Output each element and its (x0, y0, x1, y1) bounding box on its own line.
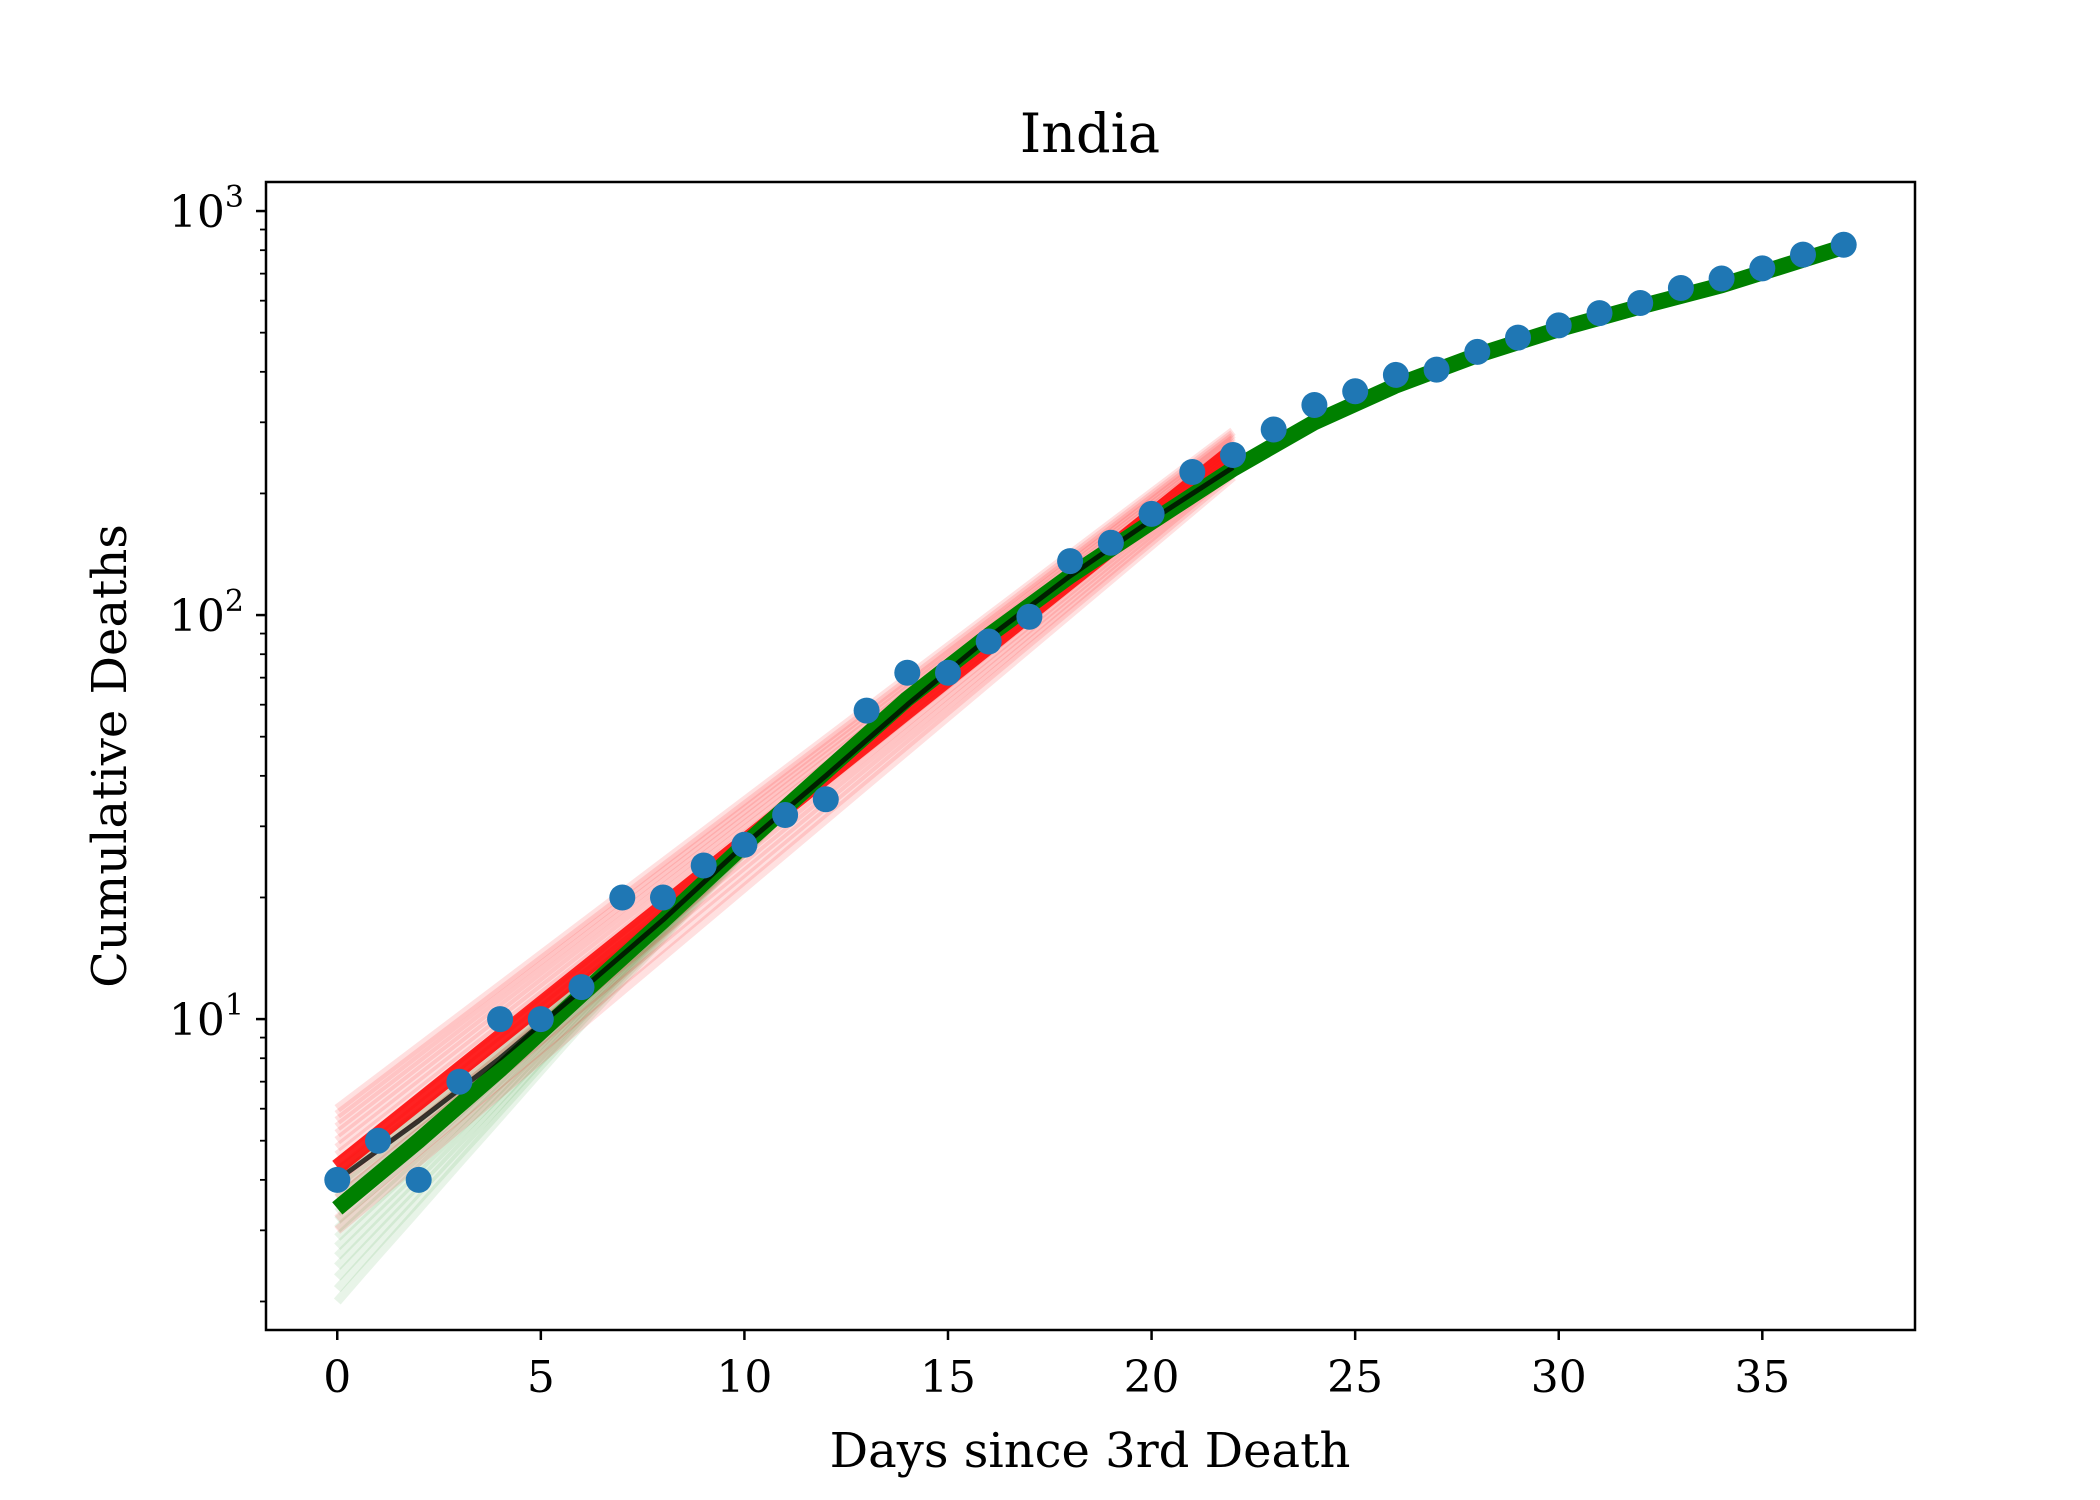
data-point (324, 1166, 351, 1193)
full-fit-sample-line (334, 242, 1846, 1270)
data-point (1708, 265, 1735, 292)
data-point (1260, 416, 1287, 443)
data-point (487, 1006, 514, 1033)
full-fit-sample-line (333, 242, 1846, 1305)
early-fit-sample-line (334, 427, 1236, 1113)
data-point (1586, 300, 1613, 327)
observed-points (324, 231, 1857, 1193)
x-tick-label: 30 (1531, 1352, 1587, 1403)
early-fit-sample-line (334, 430, 1236, 1119)
early-fit-sample-line (334, 435, 1236, 1131)
data-point (405, 1166, 432, 1193)
data-point (1627, 290, 1654, 316)
full-fit-sample-line (333, 242, 1846, 1293)
data-point (1749, 255, 1776, 282)
data-point (527, 1006, 554, 1033)
data-point (1667, 275, 1694, 301)
y-axis-label: Cumulative Deaths (82, 524, 138, 988)
y-axis-ticks: 101 102 103 (169, 180, 266, 1303)
x-axis-label: Days since 3rd Death (830, 1423, 1351, 1479)
y-tick-label: 103 (169, 180, 244, 238)
full-fit-sample-line (334, 242, 1846, 1260)
x-axis-ticks: 0 5 10 15 20 25 30 35 (323, 1330, 1790, 1403)
full-fit-sample-line (334, 242, 1846, 1233)
data-point (1790, 241, 1816, 268)
x-tick-label: 10 (716, 1352, 772, 1403)
fit-lines (332, 239, 1847, 1215)
y-tick-label: 101 (169, 988, 244, 1046)
data-point (812, 786, 839, 813)
data-point (1057, 548, 1084, 575)
data-point (894, 659, 921, 686)
early-fit-sample-line (334, 469, 1236, 1223)
early-fit-sample-line (334, 433, 1236, 1125)
data-point (1505, 324, 1531, 351)
x-tick-label: 25 (1327, 1352, 1383, 1403)
data-point (446, 1068, 473, 1095)
x-tick-label: 15 (920, 1352, 976, 1403)
x-tick-label: 20 (1124, 1352, 1180, 1403)
full-fit-sample-line (334, 242, 1846, 1217)
data-point (1179, 459, 1206, 485)
x-tick-label: 5 (527, 1352, 555, 1403)
data-point (690, 852, 717, 879)
data-point (1016, 603, 1043, 630)
data-point (731, 831, 758, 858)
chart-title: India (1020, 102, 1160, 165)
data-point (650, 884, 676, 911)
full-fit-sample-line (334, 242, 1846, 1281)
full-fit-line (332, 239, 1847, 1215)
x-tick-label: 0 (323, 1352, 351, 1403)
data-point (1382, 361, 1409, 388)
data-point (1097, 529, 1124, 556)
fit-bands (333, 242, 1846, 1305)
data-point (1301, 392, 1328, 418)
data-point (935, 659, 961, 686)
data-point (1545, 312, 1572, 339)
data-point (609, 884, 636, 911)
data-point (975, 628, 1002, 655)
data-point (1830, 231, 1857, 258)
data-point (1138, 500, 1165, 527)
data-point (772, 802, 799, 828)
data-point (365, 1127, 391, 1154)
early-fit-sample-line (334, 473, 1236, 1234)
full-fit-sample-line (334, 242, 1846, 1202)
data-point (568, 974, 595, 1001)
full-fit-sample-line (334, 242, 1846, 1224)
full-fit-sample-line (334, 242, 1846, 1250)
data-point (1342, 378, 1369, 405)
data-point (853, 697, 880, 724)
data-point (1464, 338, 1491, 365)
full-fit-sample-line (334, 242, 1846, 1241)
x-tick-label: 35 (1734, 1352, 1790, 1403)
data-point (1220, 442, 1246, 468)
full-fit-sample-line (334, 242, 1846, 1209)
plot-frame (264, 180, 1917, 1332)
data-point (1423, 356, 1450, 383)
y-tick-label: 102 (169, 584, 244, 642)
